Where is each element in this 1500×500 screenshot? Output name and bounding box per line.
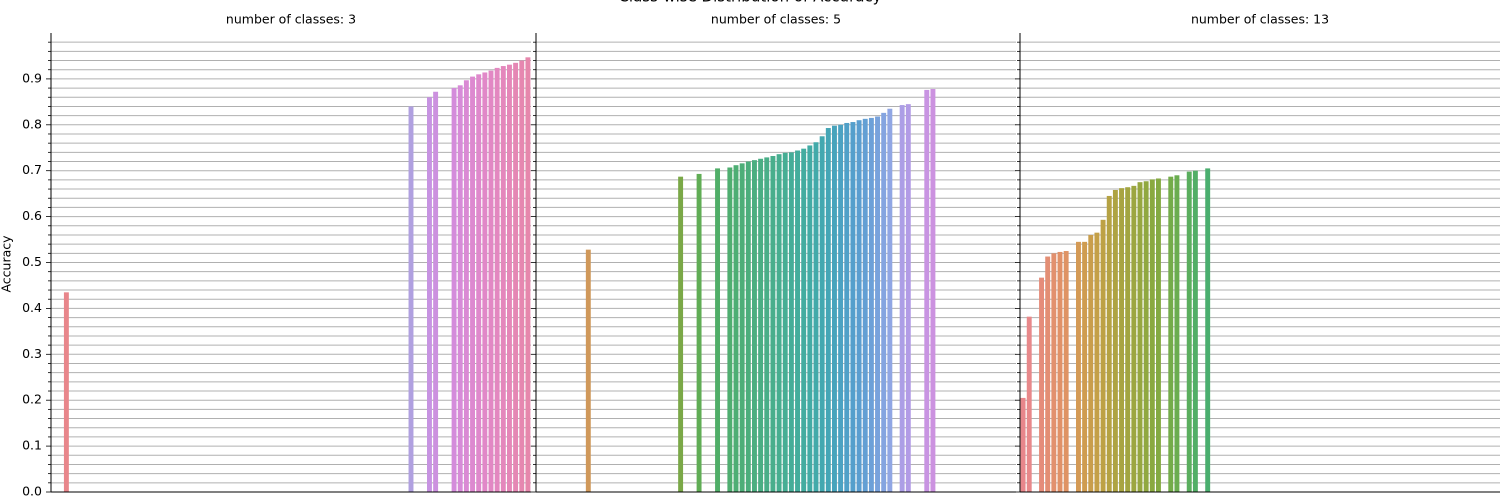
bar — [1137, 182, 1143, 493]
bar — [500, 66, 506, 492]
y-tick-label: 0.0 — [22, 484, 42, 499]
bar — [1186, 171, 1192, 493]
bar — [844, 122, 850, 493]
bar — [1082, 241, 1088, 492]
panel-title: number of classes: 3 — [226, 12, 356, 27]
bar — [513, 62, 519, 493]
bar — [825, 128, 831, 492]
bar — [433, 91, 439, 492]
bar — [795, 150, 800, 492]
bar — [1026, 316, 1032, 492]
bar — [1045, 256, 1051, 492]
bar — [1168, 176, 1174, 493]
bar — [770, 156, 776, 492]
bar — [427, 97, 432, 492]
bar — [1039, 277, 1044, 492]
bar — [482, 72, 488, 492]
bar — [1057, 251, 1063, 492]
bar — [1149, 179, 1155, 492]
bar — [875, 116, 880, 493]
bar — [451, 88, 457, 492]
bar — [1094, 232, 1100, 493]
bar — [585, 249, 591, 492]
bar — [899, 105, 905, 493]
y-tick-label: 0.6 — [22, 208, 42, 223]
bar — [476, 74, 482, 492]
bar — [1063, 251, 1069, 492]
bar — [727, 167, 733, 492]
bar — [463, 80, 469, 492]
bar — [745, 161, 751, 492]
bar — [905, 104, 911, 493]
bar — [1088, 234, 1094, 492]
bar — [807, 145, 813, 492]
bar — [930, 88, 936, 493]
bar — [488, 70, 494, 492]
bar — [1051, 253, 1057, 492]
bar — [457, 85, 463, 493]
bar — [1106, 195, 1112, 492]
bar — [1156, 178, 1161, 493]
bar — [678, 176, 684, 493]
bar — [715, 168, 720, 492]
y-tick-label: 0.9 — [22, 70, 42, 85]
y-tick-label: 0.5 — [22, 254, 42, 269]
bar — [1020, 397, 1026, 492]
bar — [1131, 185, 1137, 493]
bar — [856, 120, 862, 493]
bar — [1125, 187, 1131, 492]
bar — [696, 173, 702, 492]
bar — [862, 118, 868, 492]
bar — [408, 106, 414, 492]
bar — [924, 89, 930, 492]
bar — [832, 125, 837, 492]
bar — [470, 76, 475, 492]
y-tick-label: 0.4 — [22, 300, 42, 315]
bar — [1192, 170, 1198, 492]
bar — [838, 124, 844, 493]
bar — [788, 152, 794, 492]
y-tick-label: 0.8 — [22, 116, 42, 131]
bar — [739, 163, 745, 492]
figure-title: Class-wise Distribution of Accuracy — [618, 0, 881, 6]
bar — [519, 60, 525, 492]
bar — [494, 67, 500, 492]
panel-title: number of classes: 5 — [711, 12, 841, 27]
panel-title: number of classes: 13 — [1191, 12, 1329, 27]
bar — [881, 112, 887, 492]
y-tick-label: 0.3 — [22, 346, 42, 361]
bar — [819, 136, 825, 492]
y-axis-label: Accuracy — [0, 235, 14, 293]
y-tick-label: 0.7 — [22, 162, 42, 177]
bar — [1205, 168, 1211, 492]
y-tick-label: 0.1 — [22, 438, 42, 453]
bar — [850, 122, 856, 493]
bar — [887, 108, 893, 493]
bar — [758, 158, 764, 493]
y-tick-label: 0.2 — [22, 392, 42, 407]
bar — [813, 142, 819, 492]
bar — [782, 152, 788, 492]
bar — [1143, 181, 1149, 492]
bar — [801, 148, 807, 492]
bar — [764, 157, 770, 492]
bar — [1174, 175, 1180, 493]
bar — [1112, 189, 1118, 492]
bar — [63, 292, 69, 492]
bar — [507, 64, 512, 493]
bar — [1076, 241, 1081, 492]
bar — [1119, 188, 1124, 492]
bar — [776, 154, 782, 492]
bar — [868, 117, 874, 492]
bar — [1100, 219, 1106, 493]
bar — [525, 57, 531, 493]
bar — [752, 160, 757, 492]
bar — [733, 165, 739, 492]
